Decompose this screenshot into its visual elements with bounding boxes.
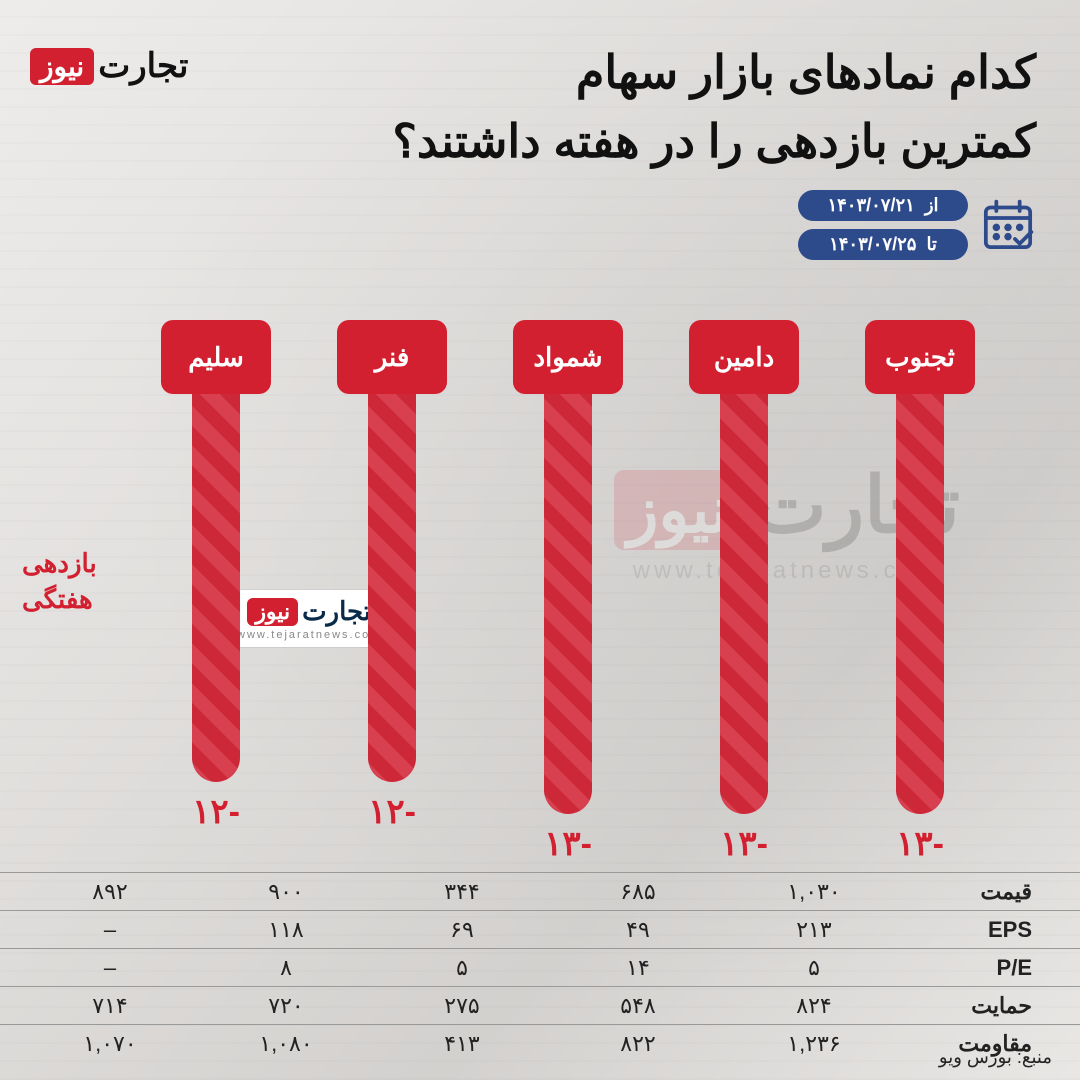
return-bar	[544, 394, 592, 814]
table-cell: ۹۰۰	[198, 879, 374, 905]
stock-name-tag: دامین	[689, 320, 799, 394]
source-label: منبع:	[1017, 1047, 1052, 1067]
row-header: قیمت	[902, 879, 1032, 905]
return-value: -۱۲	[192, 792, 240, 832]
table-cell: ۱,۰۸۰	[198, 1031, 374, 1057]
table-cell: ۸۲۴	[726, 993, 902, 1019]
table-cell: ۱,۰۷۰	[22, 1031, 198, 1057]
row-header: P/E	[902, 955, 1032, 981]
date-to-label: تا	[926, 234, 937, 255]
table-cell: ۱,۰۳۰	[726, 879, 902, 905]
stock-name-tag: شمواد	[513, 320, 623, 394]
table-cell: ۴۱۳	[374, 1031, 550, 1057]
source-value: بورس ویو	[939, 1047, 1012, 1067]
return-value: -۱۳	[896, 824, 944, 864]
return-bar	[368, 394, 416, 782]
table-cell: ۷۲۰	[198, 993, 374, 1019]
return-value: -۱۲	[368, 792, 416, 832]
table-cell: ۲۷۵	[374, 993, 550, 1019]
table-cell: ۶۸۵	[550, 879, 726, 905]
table-row: حمایت۸۲۴۵۴۸۲۷۵۷۲۰۷۱۴	[0, 986, 1080, 1024]
chart-column: شمواد-۱۳	[498, 320, 638, 860]
y-axis-label-l2: هفتگی	[22, 581, 97, 617]
table-cell: ۳۴۴	[374, 879, 550, 905]
table-row: مقاومت۱,۲۳۶۸۲۲۴۱۳۱,۰۸۰۱,۰۷۰	[0, 1024, 1080, 1062]
chart-column: فنر -۱۲	[322, 320, 462, 860]
return-bar	[192, 394, 240, 782]
table-cell: ۱,۲۳۶	[726, 1031, 902, 1057]
date-range: از ۱۴۰۳/۰۷/۲۱ تا ۱۴۰۳/۰۷/۲۵	[798, 190, 1036, 260]
table-cell: ۱۴	[550, 955, 726, 981]
return-bar	[720, 394, 768, 814]
stock-name-tag: ثجنوب	[865, 320, 975, 394]
date-to-value: ۱۴۰۳/۰۷/۲۵	[829, 234, 916, 255]
table-cell: ۶۹	[374, 917, 550, 943]
brand-logo: تجارت نیوز	[30, 46, 188, 86]
y-axis-label: بازدهی هفتگی	[22, 545, 97, 618]
row-header: EPS	[902, 917, 1032, 943]
table-cell: ۲۱۳	[726, 917, 902, 943]
table-cell: ۵	[726, 955, 902, 981]
table-row: قیمت۱,۰۳۰۶۸۵۳۴۴۹۰۰۸۹۲	[0, 872, 1080, 910]
table-cell: ۷۱۴	[22, 993, 198, 1019]
table-cell: ۴۹	[550, 917, 726, 943]
table-cell: ۵۴۸	[550, 993, 726, 1019]
table-cell: ۸	[198, 955, 374, 981]
date-from-label: از	[925, 195, 939, 216]
table-cell: –	[22, 955, 198, 981]
chart-column: سلیم -۱۲	[146, 320, 286, 860]
y-axis-label-l1: بازدهی	[22, 545, 97, 581]
date-from-value: ۱۴۰۳/۰۷/۲۱	[827, 195, 914, 216]
table-cell: –	[22, 917, 198, 943]
row-header: حمایت	[902, 993, 1032, 1019]
brand-word-1: تجارت	[98, 46, 188, 86]
stock-name-tag: فنر	[337, 320, 447, 394]
chart-column: ثجنوب-۱۳	[850, 320, 990, 860]
date-from-pill: از ۱۴۰۳/۰۷/۲۱	[798, 190, 968, 221]
table-cell: ۱۱۸	[198, 917, 374, 943]
return-bar	[896, 394, 944, 814]
date-to-pill: تا ۱۴۰۳/۰۷/۲۵	[798, 229, 968, 260]
return-value: -۱۳	[544, 824, 592, 864]
table-cell: ۵	[374, 955, 550, 981]
page-title: کدام نمادهای بازار سهام کمترین بازدهی را…	[393, 38, 1036, 176]
table-cell: ۸۹۲	[22, 879, 198, 905]
weekly-return-bar-chart: ثجنوب-۱۳ دامین-۱۳ شمواد-۱۳ فنر -۱۲ سلیم -۱۲	[90, 320, 990, 860]
title-line-1: کدام نمادهای بازار سهام	[393, 38, 1036, 107]
table-row: EPS۲۱۳۴۹۶۹۱۱۸–	[0, 910, 1080, 948]
chart-column: دامین-۱۳	[674, 320, 814, 860]
brand-word-2: نیوز	[30, 48, 94, 85]
table-row: P/E۵۱۴۵۸–	[0, 948, 1080, 986]
title-line-2: کمترین بازدهی را در هفته داشتند؟	[393, 107, 1036, 176]
return-value: -۱۳	[720, 824, 768, 864]
calendar-check-icon	[980, 197, 1036, 253]
metrics-table: قیمت۱,۰۳۰۶۸۵۳۴۴۹۰۰۸۹۲EPS۲۱۳۴۹۶۹۱۱۸–P/E۵۱…	[0, 872, 1080, 1062]
data-source: منبع: بورس ویو	[939, 1047, 1052, 1068]
table-cell: ۸۲۲	[550, 1031, 726, 1057]
stock-name-tag: سلیم	[161, 320, 271, 394]
